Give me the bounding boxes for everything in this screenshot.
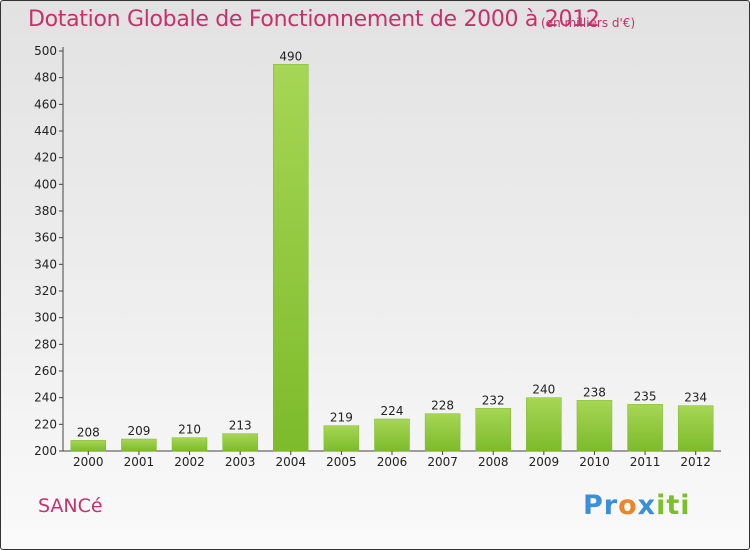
y-tick-label: 280 xyxy=(34,337,57,351)
unit-note: (en milliers d'€) xyxy=(541,16,636,30)
value-label-2000: 208 xyxy=(77,425,100,439)
y-tick-label: 360 xyxy=(34,231,57,245)
value-label-2009: 240 xyxy=(532,383,555,397)
x-tick-label-2001: 2001 xyxy=(124,455,155,469)
bar-2001 xyxy=(121,438,157,452)
bar-2004 xyxy=(273,64,309,452)
x-tick-label-2002: 2002 xyxy=(174,455,205,469)
y-tick-label: 320 xyxy=(34,284,57,298)
y-tick-label: 440 xyxy=(34,124,57,138)
bar-2008 xyxy=(475,408,511,452)
x-tick-label-2009: 2009 xyxy=(529,455,560,469)
y-tick-label: 380 xyxy=(34,204,57,218)
bar-2011 xyxy=(627,404,663,452)
value-label-2011: 235 xyxy=(634,389,657,403)
value-label-2005: 219 xyxy=(330,411,353,425)
y-tick-label: 420 xyxy=(34,151,57,165)
x-tick-label-2012: 2012 xyxy=(680,455,711,469)
bar-2012 xyxy=(677,405,714,452)
bar-2009 xyxy=(526,397,562,452)
x-tick-label-2004: 2004 xyxy=(275,455,306,469)
value-label-2003: 213 xyxy=(229,419,252,433)
chart-axes: 200 220 240 260 280 300 320 340 360 380 400 420 440 4… xyxy=(34,44,721,469)
y-tick-label: 400 xyxy=(34,177,57,191)
bar-2005 xyxy=(323,425,360,452)
bar-2010 xyxy=(576,400,613,452)
value-label-2007: 228 xyxy=(431,399,454,413)
x-tick-label-2007: 2007 xyxy=(427,455,458,469)
x-tick-label-2011: 2011 xyxy=(630,455,661,469)
bar-series xyxy=(70,64,714,452)
value-label-2001: 209 xyxy=(127,424,150,438)
y-tick-label: 500 xyxy=(34,44,57,58)
value-label-2002: 210 xyxy=(178,423,201,437)
bar-2002 xyxy=(171,437,208,452)
value-label-2008: 232 xyxy=(482,393,505,407)
y-tick-label: 340 xyxy=(34,257,57,271)
commune-name: SANCé xyxy=(38,495,103,517)
chart-title: Dotation Globale de Fonctionnement de 20… xyxy=(28,7,600,32)
x-tick-label-2006: 2006 xyxy=(377,455,408,469)
bar-2003 xyxy=(222,433,258,452)
x-tick-label-2008: 2008 xyxy=(478,455,509,469)
value-label-2006: 224 xyxy=(381,404,404,418)
value-labels: 208 209 210 213 490 219 224 228 232 240 238 235 234 xyxy=(77,49,707,439)
x-tick-label-2003: 2003 xyxy=(225,455,256,469)
y-tick-label: 200 xyxy=(34,444,57,458)
x-tick-label-2010: 2010 xyxy=(579,455,610,469)
value-label-2004: 490 xyxy=(279,49,302,63)
bar-2006 xyxy=(374,418,410,452)
proxiti-logo: Proxiti xyxy=(583,490,691,521)
x-tick-label-2000: 2000 xyxy=(73,455,104,469)
bar-2000 xyxy=(70,440,107,452)
y-tick-label: 240 xyxy=(34,391,57,405)
value-label-2012: 234 xyxy=(684,391,707,405)
bar-2007 xyxy=(424,413,461,452)
y-tick-label: 220 xyxy=(34,417,57,431)
x-tick-label-2005: 2005 xyxy=(326,455,357,469)
y-tick-label: 300 xyxy=(34,311,57,325)
value-label-2010: 238 xyxy=(583,385,606,399)
y-tick-label: 480 xyxy=(34,71,57,85)
y-tick-label: 460 xyxy=(34,97,57,111)
y-tick-label: 260 xyxy=(34,364,57,378)
